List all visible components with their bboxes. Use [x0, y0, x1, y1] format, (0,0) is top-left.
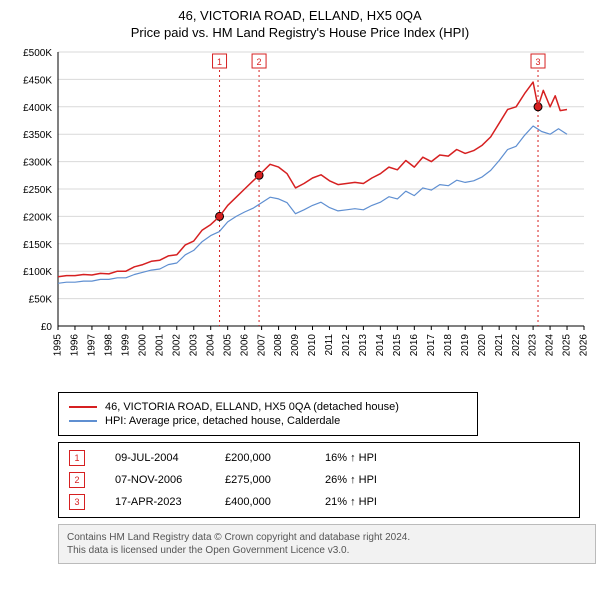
event-price: £400,000 [225, 496, 325, 508]
footer-line2: This data is licensed under the Open Gov… [67, 544, 587, 557]
legend-box: 46, VICTORIA ROAD, ELLAND, HX5 0QA (deta… [58, 392, 478, 436]
svg-text:2: 2 [257, 57, 262, 67]
svg-text:1996: 1996 [70, 334, 81, 357]
footer-line1: Contains HM Land Registry data © Crown c… [67, 531, 587, 544]
svg-text:2010: 2010 [307, 334, 318, 357]
svg-text:£200K: £200K [23, 212, 52, 223]
svg-text:1995: 1995 [53, 334, 64, 357]
svg-text:2008: 2008 [273, 334, 284, 357]
footer-attribution: Contains HM Land Registry data © Crown c… [58, 524, 596, 564]
svg-text:£0: £0 [41, 322, 53, 333]
svg-text:2001: 2001 [154, 334, 165, 357]
event-row: 1 09-JUL-2004£200,00016% ↑ HPI [59, 447, 579, 469]
event-marker: 1 [69, 450, 85, 466]
event-deviation: 26% ↑ HPI [325, 474, 377, 486]
svg-text:2005: 2005 [222, 334, 233, 357]
svg-text:2002: 2002 [171, 334, 182, 357]
legend-row-2: HPI: Average price, detached house, Cald… [69, 415, 467, 427]
svg-text:2009: 2009 [290, 334, 301, 357]
svg-text:2025: 2025 [562, 334, 573, 357]
svg-text:3: 3 [536, 57, 541, 67]
legend-label-1: 46, VICTORIA ROAD, ELLAND, HX5 0QA (deta… [105, 401, 399, 413]
svg-text:2020: 2020 [477, 334, 488, 357]
event-date: 17-APR-2023 [115, 496, 225, 508]
legend-swatch-1 [69, 406, 97, 408]
svg-text:£350K: £350K [23, 130, 52, 141]
svg-text:2006: 2006 [239, 334, 250, 357]
price-chart: £0 £50K £100K £150K £200K £250K £300K £350K £400… [8, 46, 592, 386]
svg-text:2004: 2004 [205, 334, 216, 357]
svg-text:1: 1 [217, 57, 222, 67]
svg-text:2011: 2011 [324, 334, 335, 356]
event-row: 3 17-APR-2023£400,00021% ↑ HPI [59, 491, 579, 513]
svg-text:2013: 2013 [358, 334, 369, 357]
event-row: 2 07-NOV-2006£275,00026% ↑ HPI [59, 469, 579, 491]
svg-text:1997: 1997 [87, 334, 98, 357]
title-line1: 46, VICTORIA ROAD, ELLAND, HX5 0QA [8, 8, 592, 23]
svg-text:2016: 2016 [409, 334, 420, 357]
svg-text:£500K: £500K [23, 48, 52, 59]
event-deviation: 21% ↑ HPI [325, 496, 377, 508]
svg-text:2012: 2012 [341, 334, 352, 357]
svg-text:£300K: £300K [23, 158, 52, 169]
svg-text:£450K: £450K [23, 75, 52, 86]
title-line2: Price paid vs. HM Land Registry's House … [8, 25, 592, 40]
svg-text:£50K: £50K [29, 295, 53, 306]
svg-text:2014: 2014 [375, 334, 386, 357]
event-price: £275,000 [225, 474, 325, 486]
svg-text:2021: 2021 [494, 334, 505, 357]
svg-text:2026: 2026 [579, 334, 590, 357]
legend-label-2: HPI: Average price, detached house, Cald… [105, 415, 340, 427]
event-date: 09-JUL-2004 [115, 452, 225, 464]
svg-text:£100K: £100K [23, 267, 52, 278]
svg-text:2024: 2024 [545, 334, 556, 357]
chart-svg: £0 £50K £100K £150K £200K £250K £300K £350K £400… [8, 46, 592, 386]
svg-text:2018: 2018 [443, 334, 454, 357]
svg-text:2017: 2017 [426, 334, 437, 357]
svg-text:£150K: £150K [23, 240, 52, 251]
svg-text:2023: 2023 [528, 334, 539, 357]
event-marker: 2 [69, 472, 85, 488]
chart-title-block: 46, VICTORIA ROAD, ELLAND, HX5 0QA Price… [8, 8, 592, 40]
svg-text:2003: 2003 [188, 334, 199, 357]
legend-swatch-2 [69, 420, 97, 422]
events-table: 1 09-JUL-2004£200,00016% ↑ HPI 2 07-NOV-200… [58, 442, 580, 518]
legend-row-1: 46, VICTORIA ROAD, ELLAND, HX5 0QA (deta… [69, 401, 467, 413]
event-price: £200,000 [225, 452, 325, 464]
event-marker: 3 [69, 494, 85, 510]
svg-text:£250K: £250K [23, 185, 52, 196]
svg-text:2000: 2000 [137, 334, 148, 357]
svg-text:£400K: £400K [23, 103, 52, 114]
svg-text:2015: 2015 [392, 334, 403, 357]
svg-text:2007: 2007 [256, 334, 267, 357]
event-deviation: 16% ↑ HPI [325, 452, 377, 464]
svg-text:1998: 1998 [104, 334, 115, 357]
svg-text:2022: 2022 [511, 334, 522, 357]
event-date: 07-NOV-2006 [115, 474, 225, 486]
svg-text:2019: 2019 [460, 334, 471, 357]
svg-text:1999: 1999 [121, 334, 132, 357]
